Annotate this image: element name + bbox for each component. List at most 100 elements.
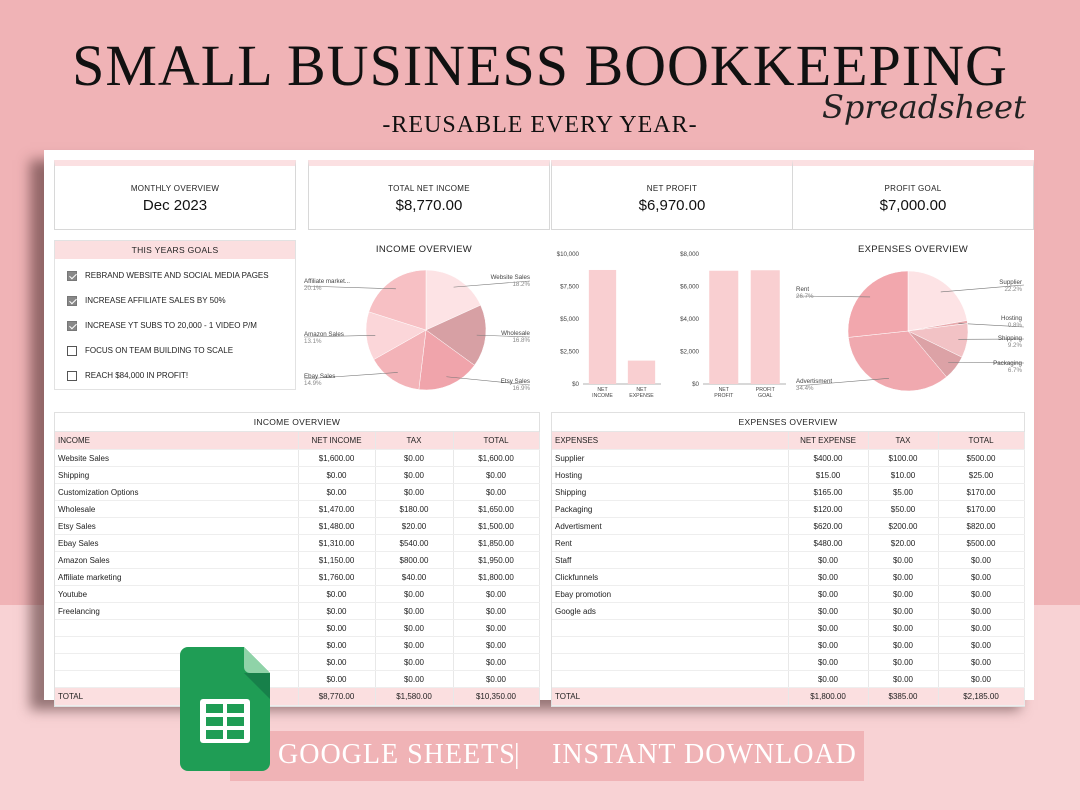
table-cell[interactable]: $15.00 xyxy=(788,466,869,484)
table-cell[interactable]: $400.00 xyxy=(788,449,869,467)
table-cell[interactable]: $500.00 xyxy=(938,449,1025,467)
goal-checkbox[interactable] xyxy=(67,295,77,306)
table-cell[interactable] xyxy=(55,619,299,637)
table-cell[interactable]: $0.00 xyxy=(453,636,540,654)
table-cell[interactable]: $0.00 xyxy=(453,670,540,688)
table-cell[interactable]: $0.00 xyxy=(788,670,869,688)
table-cell[interactable]: $0.00 xyxy=(453,602,540,620)
table-cell[interactable]: Ebay Sales xyxy=(55,534,299,552)
table-cell[interactable]: Rent xyxy=(552,534,789,552)
table-cell[interactable]: $0.00 xyxy=(788,636,869,654)
table-cell[interactable]: $0.00 xyxy=(298,466,376,484)
table-cell[interactable]: $0.00 xyxy=(938,636,1025,654)
table-cell[interactable]: NET EXPENSE xyxy=(788,432,869,450)
table-cell[interactable]: $0.00 xyxy=(453,466,540,484)
table-cell[interactable]: $500.00 xyxy=(938,534,1025,552)
table-cell[interactable]: $0.00 xyxy=(375,449,454,467)
table-cell[interactable]: Affiliate marketing xyxy=(55,568,299,586)
table-cell[interactable]: $200.00 xyxy=(868,517,939,535)
table-cell[interactable]: Freelancing xyxy=(55,602,299,620)
table-cell[interactable]: Shipping xyxy=(552,483,789,501)
table-cell[interactable]: $0.00 xyxy=(453,585,540,603)
table-cell[interactable]: $0.00 xyxy=(298,670,376,688)
table-cell[interactable]: Clickfunnels xyxy=(552,568,789,586)
table-cell[interactable]: $8,770.00 xyxy=(298,687,376,706)
table-cell[interactable]: $180.00 xyxy=(375,500,454,518)
table-cell[interactable]: $0.00 xyxy=(868,636,939,654)
table-cell[interactable]: $25.00 xyxy=(938,466,1025,484)
table-cell[interactable]: $0.00 xyxy=(298,653,376,671)
table-cell[interactable]: Hosting xyxy=(552,466,789,484)
table-cell[interactable]: $0.00 xyxy=(788,602,869,620)
table-cell[interactable]: $540.00 xyxy=(375,534,454,552)
table-cell[interactable] xyxy=(552,653,789,671)
table-cell[interactable]: Etsy Sales xyxy=(55,517,299,535)
table-cell[interactable]: $0.00 xyxy=(788,568,869,586)
table-cell[interactable]: Staff xyxy=(552,551,789,569)
table-cell[interactable] xyxy=(552,636,789,654)
table-cell[interactable]: $0.00 xyxy=(453,653,540,671)
table-cell[interactable]: TOTAL xyxy=(552,687,789,706)
table-cell[interactable]: $0.00 xyxy=(868,619,939,637)
table-cell[interactable]: $1,600.00 xyxy=(298,449,376,467)
table-cell[interactable]: Packaging xyxy=(552,500,789,518)
table-cell[interactable]: $0.00 xyxy=(938,551,1025,569)
goal-checkbox[interactable] xyxy=(67,270,77,281)
table-cell[interactable]: $0.00 xyxy=(298,619,376,637)
table-cell[interactable]: Wholesale xyxy=(55,500,299,518)
table-cell[interactable]: Advertisment xyxy=(552,517,789,535)
table-cell[interactable]: $2,185.00 xyxy=(938,687,1025,706)
goal-checkbox[interactable] xyxy=(67,345,77,356)
table-cell[interactable]: $800.00 xyxy=(375,551,454,569)
table-cell[interactable]: Amazon Sales xyxy=(55,551,299,569)
table-cell[interactable]: $820.00 xyxy=(938,517,1025,535)
table-cell[interactable]: $0.00 xyxy=(298,483,376,501)
table-cell[interactable]: INCOME xyxy=(55,432,299,450)
table-cell[interactable]: $5.00 xyxy=(868,483,939,501)
table-cell[interactable]: $100.00 xyxy=(868,449,939,467)
table-cell[interactable]: $1,850.00 xyxy=(453,534,540,552)
table-cell[interactable]: TOTAL xyxy=(453,432,540,450)
table-cell[interactable]: $0.00 xyxy=(938,568,1025,586)
table-cell[interactable]: $1,600.00 xyxy=(453,449,540,467)
table-cell[interactable]: TAX xyxy=(868,432,939,450)
table-cell[interactable]: NET INCOME xyxy=(298,432,376,450)
table-cell[interactable]: $0.00 xyxy=(788,653,869,671)
table-cell[interactable] xyxy=(552,619,789,637)
table-cell[interactable]: $0.00 xyxy=(298,636,376,654)
table-cell[interactable]: Ebay promotion xyxy=(552,585,789,603)
table-cell[interactable]: $120.00 xyxy=(788,500,869,518)
table-cell[interactable]: $0.00 xyxy=(938,670,1025,688)
table-cell[interactable]: $1,150.00 xyxy=(298,551,376,569)
table-cell[interactable]: $170.00 xyxy=(938,483,1025,501)
table-cell[interactable]: Google ads xyxy=(552,602,789,620)
goal-checkbox[interactable] xyxy=(67,370,77,381)
table-cell[interactable]: Customization Options xyxy=(55,483,299,501)
table-cell[interactable] xyxy=(552,670,789,688)
table-cell[interactable]: $0.00 xyxy=(938,653,1025,671)
table-cell[interactable]: $165.00 xyxy=(788,483,869,501)
table-cell[interactable]: $0.00 xyxy=(375,585,454,603)
table-cell[interactable]: $0.00 xyxy=(868,568,939,586)
table-cell[interactable]: $1,760.00 xyxy=(298,568,376,586)
table-cell[interactable]: TOTAL xyxy=(938,432,1025,450)
table-cell[interactable]: $1,800.00 xyxy=(453,568,540,586)
table-cell[interactable]: $0.00 xyxy=(375,670,454,688)
table-cell[interactable]: EXPENSES xyxy=(552,432,789,450)
table-cell[interactable]: Supplier xyxy=(552,449,789,467)
table-cell[interactable]: $385.00 xyxy=(868,687,939,706)
table-cell[interactable]: $0.00 xyxy=(375,483,454,501)
table-cell[interactable]: $0.00 xyxy=(298,602,376,620)
table-cell[interactable]: $480.00 xyxy=(788,534,869,552)
table-cell[interactable]: $0.00 xyxy=(375,602,454,620)
table-cell[interactable]: $0.00 xyxy=(868,585,939,603)
table-cell[interactable]: $1,480.00 xyxy=(298,517,376,535)
table-cell[interactable]: $0.00 xyxy=(788,585,869,603)
table-cell[interactable]: $10.00 xyxy=(868,466,939,484)
table-cell[interactable]: $0.00 xyxy=(868,653,939,671)
table-cell[interactable]: $0.00 xyxy=(453,483,540,501)
table-cell[interactable]: $0.00 xyxy=(868,670,939,688)
table-cell[interactable]: $10,350.00 xyxy=(453,687,540,706)
goal-checkbox[interactable] xyxy=(67,320,77,331)
table-cell[interactable]: $170.00 xyxy=(938,500,1025,518)
